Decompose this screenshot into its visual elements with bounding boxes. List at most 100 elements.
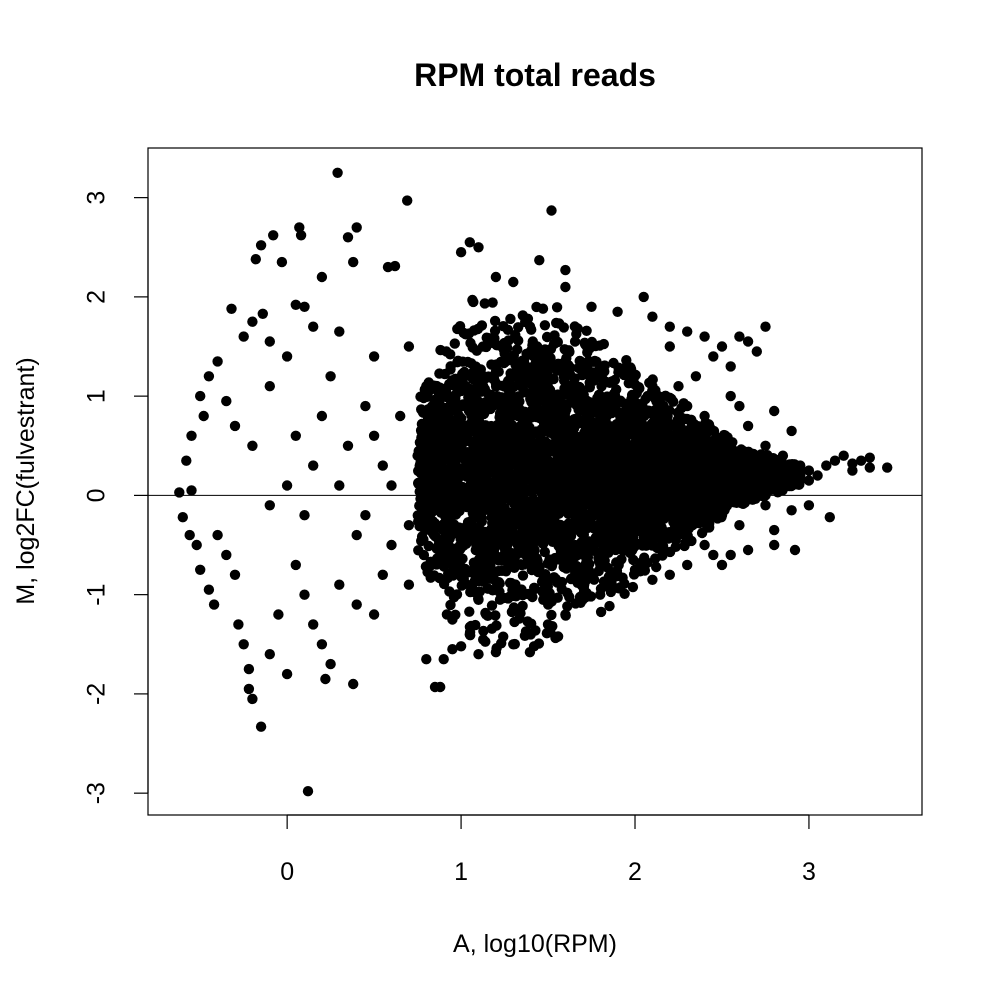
- data-point: [482, 610, 493, 621]
- data-point: [546, 609, 557, 621]
- data-point: [720, 498, 732, 509]
- data-point: [604, 600, 615, 612]
- data-point: [575, 521, 586, 532]
- data-point: [533, 379, 544, 391]
- data-point: [445, 349, 456, 360]
- data-point: [493, 565, 504, 577]
- data-point: [474, 586, 485, 597]
- data-point: [509, 499, 520, 510]
- data-point: [450, 418, 461, 429]
- data-point: [608, 357, 619, 369]
- data-point: [434, 396, 445, 407]
- data-point: [469, 575, 480, 587]
- data-point: [511, 400, 523, 412]
- data-point: [581, 325, 592, 336]
- data-point: [562, 587, 573, 598]
- data-point: [533, 638, 545, 649]
- data-point: [481, 332, 492, 343]
- data-point: [425, 423, 436, 434]
- data-point: [435, 505, 447, 516]
- data-point: [488, 422, 499, 434]
- data-point: [584, 397, 595, 408]
- data-point: [695, 456, 706, 468]
- data-point: [587, 460, 599, 471]
- data-point: [595, 523, 606, 534]
- data-point: [640, 436, 651, 448]
- data-point: [696, 527, 708, 539]
- data-point: [449, 473, 460, 484]
- data-point: [619, 578, 630, 589]
- data-point: [439, 368, 450, 380]
- data-point: [585, 375, 597, 386]
- data-point: [620, 506, 631, 517]
- data-point: [581, 556, 592, 568]
- data-point: [452, 323, 463, 335]
- data-point: [578, 586, 590, 597]
- data-point: [423, 468, 434, 479]
- data-point: [584, 536, 595, 547]
- data-point: [438, 483, 450, 494]
- data-point: [540, 480, 551, 491]
- data-point: [441, 388, 453, 400]
- data-point: [642, 502, 653, 514]
- data-point: [414, 437, 426, 448]
- data-point: [500, 338, 511, 349]
- data-point: [472, 323, 484, 335]
- data-point: [442, 435, 454, 446]
- data-point: [633, 382, 645, 393]
- data-point: [515, 608, 526, 619]
- data-point: [662, 411, 673, 422]
- data-point: [489, 325, 501, 336]
- data-point: [596, 460, 607, 471]
- data-point: [418, 406, 430, 417]
- data-point: [448, 458, 459, 469]
- data-point: [453, 486, 465, 498]
- data-point: [461, 463, 473, 474]
- data-point: [621, 355, 632, 366]
- data-point: [445, 361, 456, 372]
- data-point: [528, 547, 539, 559]
- data-point: [642, 390, 653, 402]
- data-point: [575, 431, 587, 442]
- data-point: [553, 420, 564, 431]
- data-point: [452, 355, 464, 366]
- data-point: [492, 539, 504, 550]
- data-point: [535, 369, 546, 381]
- data-point: [679, 540, 690, 552]
- data-point: [643, 522, 654, 533]
- data-point: [495, 401, 507, 413]
- data-point: [574, 355, 585, 367]
- data-point: [628, 554, 639, 566]
- data-point: [685, 457, 696, 469]
- data-point: [517, 570, 529, 581]
- data-point: [450, 498, 462, 510]
- data-point: [509, 508, 520, 519]
- data-point: [505, 373, 516, 384]
- data-point: [563, 461, 574, 473]
- data-point: [681, 413, 693, 425]
- data-point: [490, 366, 502, 377]
- data-point: [539, 344, 551, 355]
- data-point: [482, 583, 494, 594]
- data-point: [627, 581, 639, 593]
- data-point: [675, 422, 687, 433]
- data-point: [445, 399, 456, 411]
- data-point: [552, 529, 563, 540]
- data-point: [550, 471, 561, 483]
- data-point: [512, 344, 523, 355]
- data-point: [499, 393, 510, 404]
- data-point: [591, 485, 602, 496]
- data-point: [662, 458, 673, 470]
- data-point: [577, 566, 588, 577]
- data-point: [538, 538, 549, 549]
- data-point: [539, 320, 551, 331]
- data-point: [597, 555, 609, 566]
- data-point: [556, 576, 568, 588]
- data-point: [450, 389, 462, 400]
- data-point: [562, 601, 573, 612]
- data-point: [541, 494, 552, 505]
- data-point: [646, 420, 658, 432]
- data-point: [672, 407, 684, 418]
- data-point: [644, 530, 656, 541]
- data-point: [444, 586, 455, 597]
